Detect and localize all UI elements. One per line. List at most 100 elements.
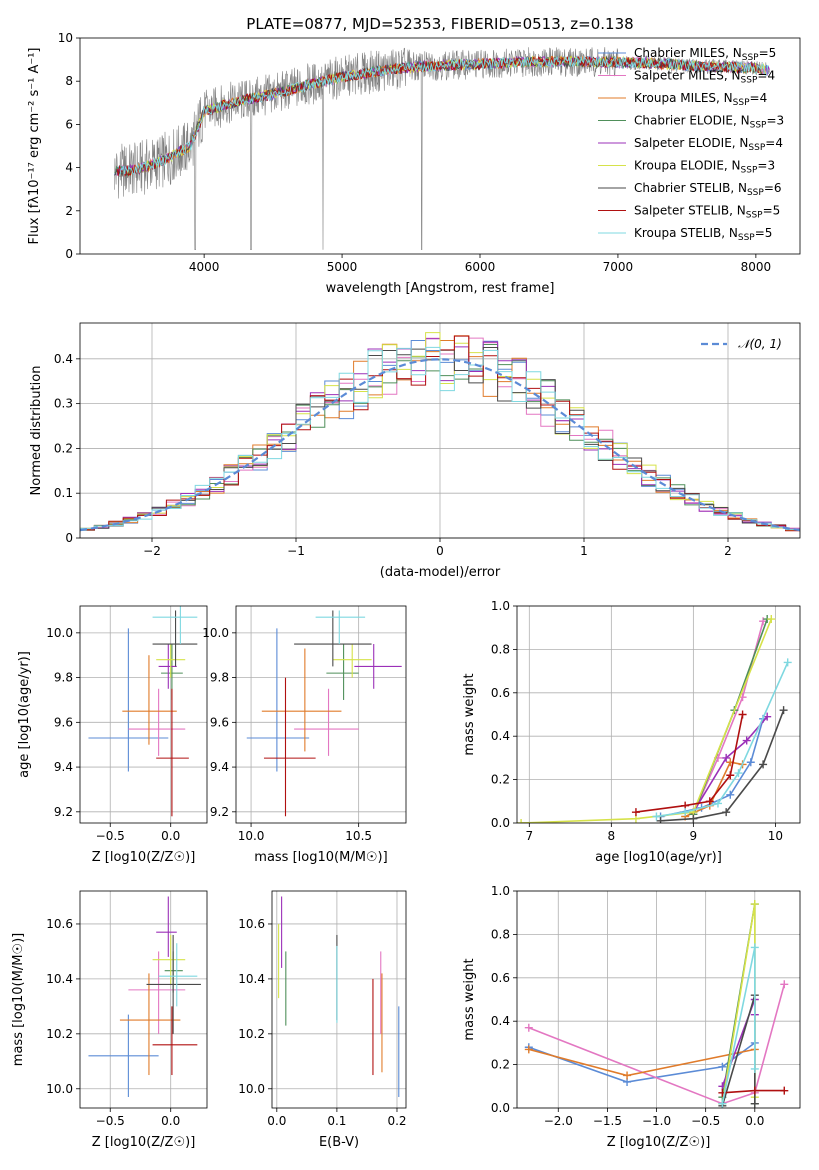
y-tick-label: 10.4 bbox=[238, 972, 265, 986]
mass-weight-marker bbox=[718, 1099, 727, 1108]
x-tick-label: 1 bbox=[580, 544, 588, 558]
y-tick-label: 2 bbox=[65, 204, 73, 218]
legend-subscript: SSP bbox=[750, 121, 767, 131]
y-tick-label: 10.2 bbox=[46, 1027, 73, 1041]
y-tick-label: 10.6 bbox=[46, 917, 73, 931]
x-tick-label: 0.1 bbox=[327, 1114, 346, 1128]
mass-weight-marker bbox=[759, 760, 768, 769]
legend-subscript: SSP bbox=[741, 166, 758, 176]
x-tick-label: 0.0 bbox=[267, 1114, 286, 1128]
legend-label: Chabrier STELIB, NSSP=6 bbox=[634, 181, 782, 198]
y-tick-label: 9.2 bbox=[54, 805, 73, 819]
y-tick-label: 10.0 bbox=[46, 1082, 73, 1096]
plot-area bbox=[524, 900, 789, 1108]
mass-weight-marker bbox=[705, 797, 714, 806]
y-tick-label: 9.2 bbox=[210, 805, 229, 819]
mass_vs_EBV-x-label: E(B-V) bbox=[319, 1135, 359, 1150]
legend-label: Salpeter MILES, NSSP=4 bbox=[634, 69, 775, 86]
mass-weight-marker bbox=[656, 816, 665, 823]
mass-weight-marker bbox=[726, 790, 735, 799]
mass-weight-marker bbox=[738, 710, 747, 719]
age_vs_mass-x-label: mass [log10(M/M☉)] bbox=[254, 850, 387, 865]
axes-frame bbox=[79, 605, 208, 824]
model-spectrum bbox=[119, 55, 769, 176]
figure-title: PLATE=0877, MJD=52353, FIBERID=0513, z=0… bbox=[246, 15, 633, 33]
y-tick-label: 10.4 bbox=[46, 972, 73, 986]
x-tick-label: −1.5 bbox=[593, 1114, 622, 1128]
y-tick-label: 1.0 bbox=[491, 599, 510, 613]
legend-label: Kroupa STELIB, NSSP=5 bbox=[634, 226, 772, 243]
legend-subscript: SSP bbox=[747, 188, 764, 198]
x-tick-label: 8 bbox=[608, 829, 616, 843]
x-tick-label: −0.5 bbox=[691, 1114, 720, 1128]
y-tick-label: 9.4 bbox=[54, 760, 73, 774]
y-tick-label: 0.0 bbox=[491, 1101, 510, 1115]
legend-subscript: SSP bbox=[748, 143, 765, 153]
x-tick-label: 7 bbox=[525, 829, 533, 843]
y-tick-label: 0.4 bbox=[54, 352, 73, 366]
mass-weight-marker bbox=[750, 1099, 759, 1108]
y-tick-label: 10.6 bbox=[238, 917, 265, 931]
mass-weight-marker bbox=[631, 808, 640, 817]
residuals-y-label: Normed distribution bbox=[29, 366, 44, 496]
legend-count: =4 bbox=[757, 69, 775, 83]
legend-count: =3 bbox=[757, 159, 775, 173]
y-tick-label: 0.4 bbox=[491, 729, 510, 743]
y-tick-label: 9.6 bbox=[54, 715, 73, 729]
legend-count: =5 bbox=[759, 46, 777, 60]
x-tick-label: 0.0 bbox=[161, 1114, 180, 1128]
legend-subscript: SSP bbox=[742, 53, 759, 63]
y-tick-label: 9.6 bbox=[210, 715, 229, 729]
x-tick-label: 10 bbox=[768, 829, 783, 843]
mass-weight-marker bbox=[722, 753, 731, 762]
mass-weight-marker bbox=[517, 819, 526, 823]
axes-frame bbox=[79, 890, 208, 1109]
legend-count: =6 bbox=[764, 181, 782, 195]
mass-weight-marker bbox=[652, 812, 661, 821]
mass-weight-marker bbox=[742, 736, 751, 745]
mass-weight-marker bbox=[767, 615, 776, 624]
mass-weight-marker bbox=[750, 900, 759, 909]
y-tick-label: 9.8 bbox=[54, 671, 73, 685]
axes-frame bbox=[79, 37, 801, 255]
legend-label: 𝒩(0, 1) bbox=[738, 337, 782, 351]
y-tick-label: 10 bbox=[58, 31, 73, 45]
axes-frame bbox=[271, 890, 407, 1109]
legend-label: Salpeter STELIB, NSSP=5 bbox=[634, 204, 780, 221]
x-tick-label: 0.0 bbox=[745, 1114, 764, 1128]
y-tick-label: 1.0 bbox=[491, 884, 510, 898]
x-tick-label: 7000 bbox=[603, 260, 634, 274]
mass-weight-marker bbox=[681, 808, 690, 817]
legend-label: Kroupa ELODIE, NSSP=3 bbox=[634, 159, 775, 176]
axes-frame bbox=[79, 322, 801, 539]
x-tick-label: 0.0 bbox=[161, 829, 180, 843]
legend-subscript: SSP bbox=[733, 98, 750, 108]
mass-weight-marker bbox=[726, 771, 735, 780]
mass-weight-marker bbox=[718, 1062, 727, 1071]
mass-weight-marker bbox=[763, 712, 772, 721]
mass-weight-marker bbox=[734, 769, 743, 778]
legend-label: Salpeter ELODIE, NSSP=4 bbox=[634, 136, 783, 153]
mass-weight-line bbox=[684, 761, 743, 818]
y-tick-label: 10.0 bbox=[238, 1082, 265, 1096]
age_vs_Z-x-label: Z [log10(Z/Z☉)] bbox=[92, 850, 196, 865]
y-tick-label: 0 bbox=[65, 531, 73, 545]
mass-weight-marker bbox=[750, 943, 759, 952]
axes-frame bbox=[516, 890, 801, 1109]
y-tick-label: 0.1 bbox=[54, 486, 73, 500]
mass_weight_vs_age-x-label: age [log10(age/yr)] bbox=[595, 850, 722, 865]
axes-frame bbox=[516, 605, 801, 824]
y-tick-label: 0 bbox=[65, 247, 73, 261]
residuals-x-label: (data-model)/error bbox=[380, 565, 501, 580]
mass-weight-marker bbox=[750, 1086, 759, 1095]
y-tick-label: 0.6 bbox=[491, 686, 510, 700]
legend-count: =4 bbox=[765, 136, 783, 150]
x-tick-label: 2 bbox=[724, 544, 732, 558]
plot-area bbox=[80, 332, 800, 533]
x-tick-label: −0.5 bbox=[96, 829, 125, 843]
y-tick-label: 10.0 bbox=[46, 626, 73, 640]
y-tick-label: 0.3 bbox=[54, 397, 73, 411]
y-tick-label: 0.2 bbox=[491, 1058, 510, 1072]
x-tick-label: −2 bbox=[143, 544, 161, 558]
